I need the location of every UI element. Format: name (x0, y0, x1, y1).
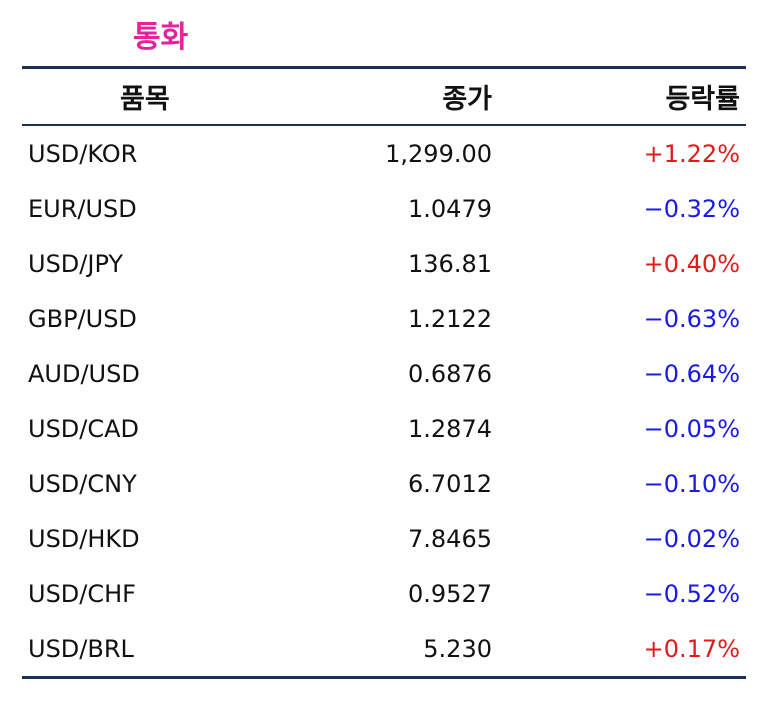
row-name: USD/JPY (28, 249, 124, 278)
table-top-rule (22, 66, 746, 69)
row-change: −0.10% (643, 469, 740, 498)
row-change: −0.05% (643, 414, 740, 443)
table-row: USD/JPY 136.81 +0.40% (22, 236, 746, 291)
row-close: 1.0479 (408, 194, 492, 223)
table-row: EUR/USD 1.0479 −0.32% (22, 181, 746, 236)
row-close: 1.2122 (408, 304, 492, 333)
row-name: USD/BRL (28, 634, 134, 663)
row-name: EUR/USD (28, 194, 137, 223)
header-change: 등락률 (665, 84, 740, 115)
currency-table: 품목 종가 등락률 USD/KOR 1,299.00 +1.22% EUR/US… (22, 66, 746, 679)
row-change: −0.02% (643, 524, 740, 553)
row-name: USD/CHF (28, 579, 136, 608)
table-body: USD/KOR 1,299.00 +1.22% EUR/USD 1.0479 −… (22, 126, 746, 676)
row-close: 1,299.00 (385, 139, 492, 168)
table-row: USD/KOR 1,299.00 +1.22% (22, 126, 746, 181)
table-header-rule (22, 124, 746, 126)
row-change: +0.40% (643, 249, 740, 278)
row-name: USD/CNY (28, 469, 137, 498)
table-row: USD/CHF 0.9527 −0.52% (22, 566, 746, 621)
row-change: −0.64% (643, 359, 740, 388)
page-title: 통화 (133, 20, 189, 55)
row-name: USD/KOR (28, 139, 138, 168)
row-change: +0.17% (643, 634, 740, 663)
row-name: USD/HKD (28, 524, 140, 553)
row-close: 5.230 (423, 634, 492, 663)
row-name: USD/CAD (28, 414, 140, 443)
table-header-row: 품목 종가 등락률 (22, 69, 746, 124)
table-row: USD/BRL 5.230 +0.17% (22, 621, 746, 676)
row-change: −0.52% (643, 579, 740, 608)
row-close: 1.2874 (408, 414, 492, 443)
row-close: 0.9527 (408, 579, 492, 608)
table-row: AUD/USD 0.6876 −0.64% (22, 346, 746, 401)
table-row: GBP/USD 1.2122 −0.63% (22, 291, 746, 346)
row-change: −0.32% (643, 194, 740, 223)
header-name: 품목 (120, 84, 170, 115)
header-close: 종가 (442, 84, 492, 115)
row-change: +1.22% (643, 139, 740, 168)
row-name: AUD/USD (28, 359, 140, 388)
row-close: 136.81 (408, 249, 492, 278)
row-close: 6.7012 (408, 469, 492, 498)
table-row: USD/CNY 6.7012 −0.10% (22, 456, 746, 511)
row-change: −0.63% (643, 304, 740, 333)
row-close: 7.8465 (408, 524, 492, 553)
table-row: USD/HKD 7.8465 −0.02% (22, 511, 746, 566)
table-bottom-rule (22, 676, 746, 679)
table-row: USD/CAD 1.2874 −0.05% (22, 401, 746, 456)
row-name: GBP/USD (28, 304, 137, 333)
row-close: 0.6876 (408, 359, 492, 388)
